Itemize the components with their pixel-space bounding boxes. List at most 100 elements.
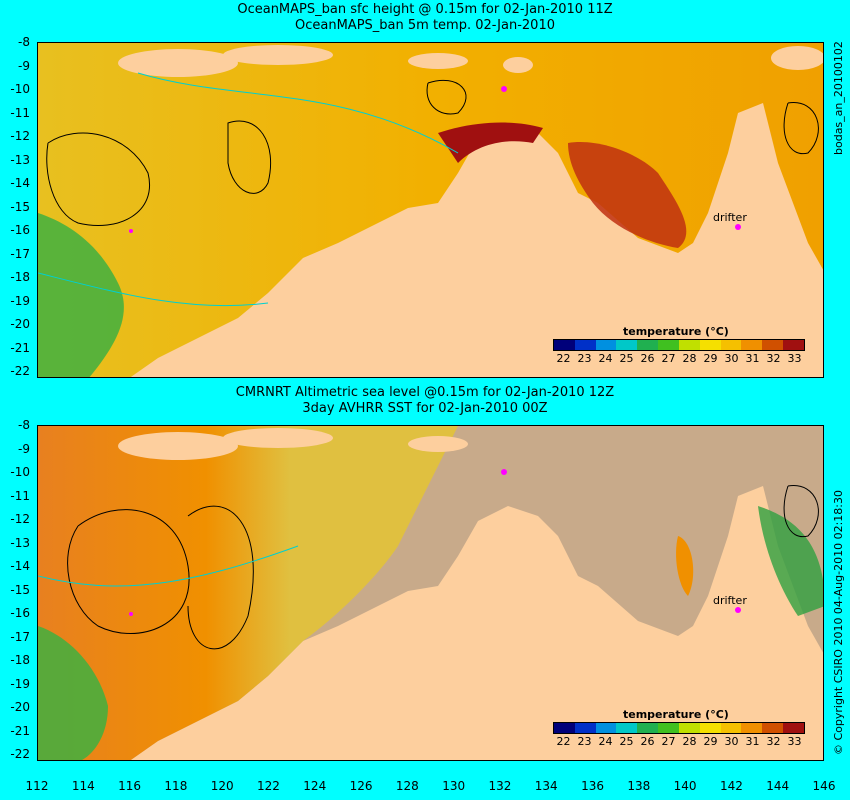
top-y-tick: -20 (10, 317, 30, 331)
bottom-legend-ticks: 22 23 24 25 26 27 28 29 30 31 32 33 (553, 735, 805, 749)
bottom-y-tick: -16 (10, 606, 30, 620)
top-y-tick: -21 (10, 340, 30, 355)
legend-tick: 33 (787, 352, 802, 365)
bottom-title-line1: CMRNRT Altimetric sea level @0.15m for 0… (235, 385, 615, 400)
top-contour (783, 102, 819, 155)
legend-tick: 32 (766, 735, 781, 748)
bottom-side-label: © Copyright CSIRO 2010 04-Aug-2010 02:18… (832, 489, 845, 755)
bottom-sst-region (38, 426, 458, 760)
x-tick: 128 (395, 779, 419, 793)
bottom-map-panel: drifter temperature (°C) 22 23 24 25 26 27 28 2… (37, 425, 824, 761)
bottom-legend-title: temperature (°C) (623, 708, 729, 721)
colorbar-swatch (678, 723, 700, 733)
legend-tick: 28 (682, 352, 697, 365)
bottom-y-tick: -18 (10, 653, 30, 667)
top-y-tick: -22 (10, 364, 30, 378)
x-tick: 136 (581, 779, 604, 793)
bottom-cool-east (758, 506, 823, 616)
bottom-y-tick: -9 (18, 441, 30, 456)
bottom-y-tick: -14 (10, 559, 30, 573)
legend-tick: 29 (703, 735, 718, 748)
legend-tick: 33 (787, 735, 802, 748)
bottom-y-tick: -19 (10, 676, 30, 691)
colorbar-swatch (762, 340, 784, 350)
bottom-island (118, 432, 238, 460)
bottom-y-tick: -11 (10, 488, 30, 503)
drifter-marker (501, 86, 507, 92)
legend-tick: 30 (724, 735, 739, 748)
colorbar-swatch (658, 723, 679, 733)
bottom-y-tick: -20 (10, 700, 30, 714)
colorbar-swatch (741, 340, 763, 350)
bottom-y-tick: -21 (10, 723, 30, 738)
top-contour (227, 120, 272, 194)
legend-tick: 28 (682, 735, 697, 748)
drifter-marker (501, 469, 507, 475)
colorbar-swatch (741, 723, 763, 733)
bottom-island (408, 436, 468, 452)
top-y-tick: -18 (10, 270, 30, 284)
legend-tick: 22 (556, 352, 571, 365)
legend-tick: 24 (598, 352, 613, 365)
bottom-y-tick: -17 (10, 629, 30, 644)
colorbar-swatch (699, 340, 721, 350)
x-tick: 122 (257, 779, 280, 793)
top-island (503, 57, 533, 73)
top-y-tick: -17 (10, 246, 30, 261)
bottom-y-tick: -22 (10, 747, 30, 761)
drifter-marker (129, 229, 133, 233)
colorbar-swatch (637, 340, 659, 350)
top-cool-region (38, 213, 124, 377)
colorbar-swatch (574, 340, 596, 350)
top-y-tick: -14 (10, 176, 30, 190)
top-y-tick: -9 (18, 58, 30, 73)
x-tick: 112 (25, 779, 49, 793)
x-tick: 146 (812, 779, 836, 793)
bottom-title-line2: 3day AVHRR SST for 02-Jan-2010 00Z (302, 401, 548, 416)
top-map-panel: drifter temperature (°C) 22 23 24 25 26 27 28 2… (37, 42, 824, 378)
top-title-line1: OceanMAPS_ban sfc height @ 0.15m for 02-… (237, 2, 613, 17)
bottom-contour (783, 485, 819, 538)
bottom-y-tick: -13 (10, 535, 30, 550)
colorbar-swatch (554, 723, 575, 733)
x-tick: 120 (210, 779, 234, 793)
top-legend-ticks: 22 23 24 25 26 27 28 29 30 31 32 33 (553, 352, 805, 366)
top-island (223, 45, 333, 65)
bottom-island (223, 428, 333, 448)
top-contour (426, 79, 467, 115)
x-tick: 118 (164, 779, 188, 793)
bottom-contour (67, 509, 190, 634)
bottom-y-tick: -8 (18, 418, 30, 432)
legend-tick: 22 (556, 735, 571, 748)
top-side-label: bodas_an_20100102 (832, 41, 845, 155)
top-contour (137, 72, 459, 154)
colorbar-swatch (699, 723, 721, 733)
bottom-map-graphic (38, 426, 823, 760)
top-y-tick: -13 (10, 152, 30, 167)
top-hot-gulf (568, 142, 687, 248)
colorbar-swatch (616, 340, 638, 350)
x-tick: 138 (627, 779, 651, 793)
colorbar-swatch (720, 340, 742, 350)
top-contour (38, 272, 269, 307)
x-tick: 114 (71, 779, 95, 793)
x-tick: 116 (118, 779, 142, 793)
top-map-graphic (38, 43, 823, 377)
top-drifter-label: drifter (713, 211, 747, 224)
x-tick: 142 (719, 779, 743, 793)
drifter-marker (735, 607, 741, 613)
legend-tick: 31 (745, 735, 760, 748)
bottom-cool-region (38, 626, 108, 760)
top-y-tick: -15 (10, 199, 30, 214)
colorbar-swatch (637, 723, 659, 733)
top-title-line2: OceanMAPS_ban 5m temp. 02-Jan-2010 (295, 18, 555, 33)
legend-tick: 27 (661, 352, 676, 365)
x-tick: 124 (303, 779, 327, 793)
top-ocean (38, 43, 823, 377)
x-tick: 134 (534, 779, 558, 793)
legend-tick: 32 (766, 352, 781, 365)
colorbar-swatch (762, 723, 784, 733)
colorbar-swatch (616, 723, 638, 733)
top-y-tick: -19 (10, 293, 30, 308)
legend-tick: 23 (577, 735, 592, 748)
